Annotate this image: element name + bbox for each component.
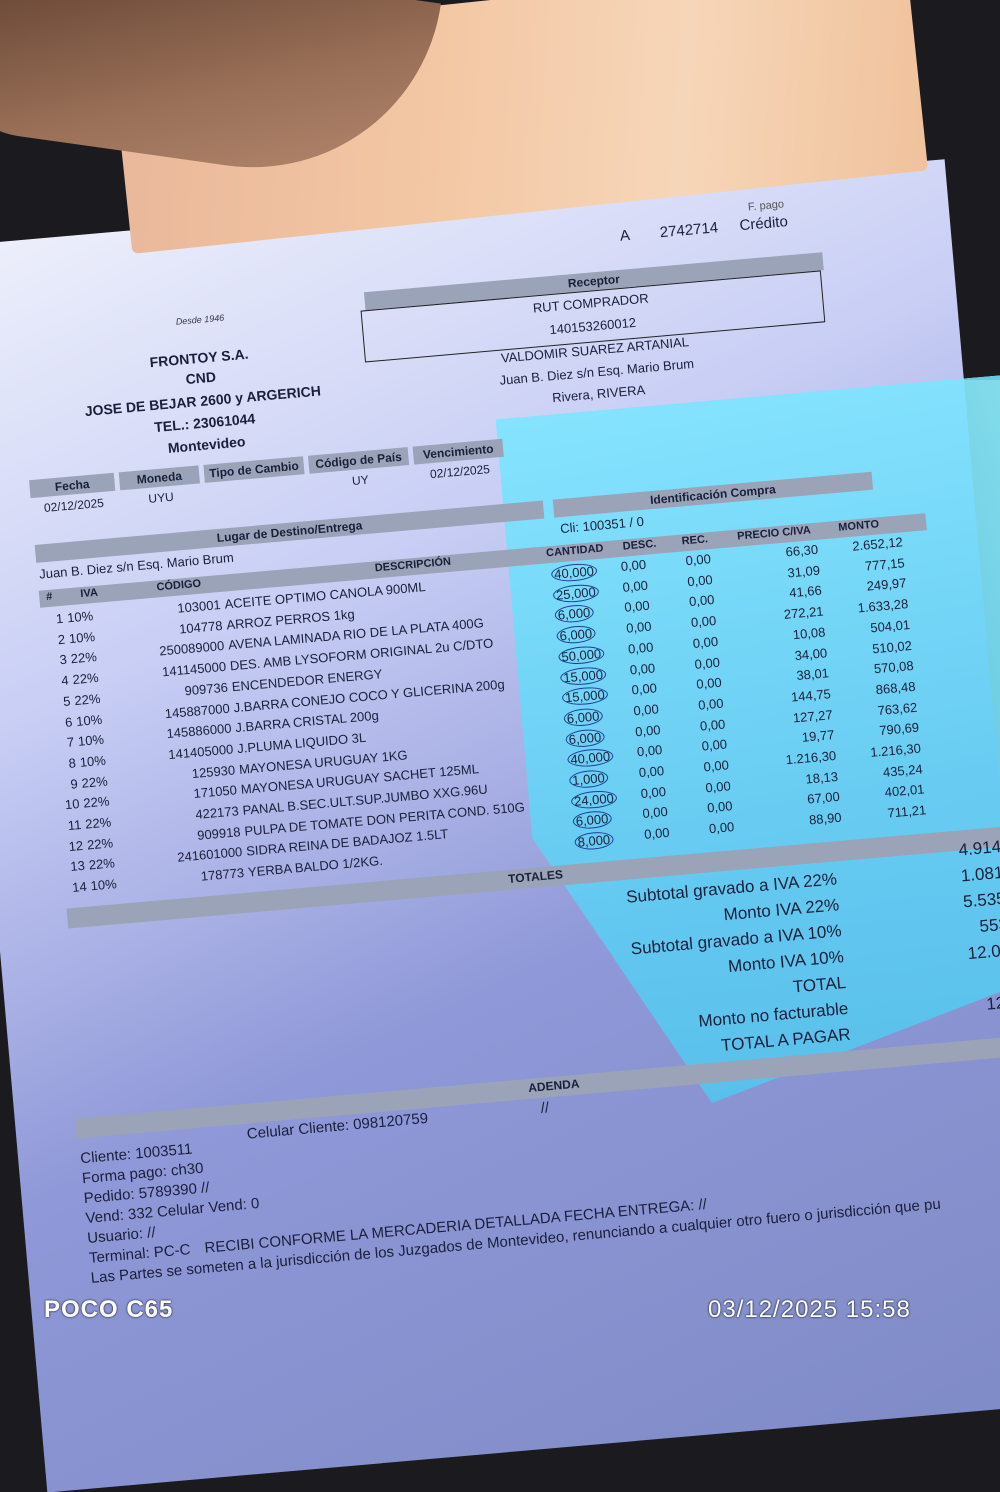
row-number: 7 xyxy=(66,734,75,751)
row-number: 5 xyxy=(62,693,72,709)
row-number: 6 xyxy=(64,713,73,730)
row-recargo: 0,00 xyxy=(706,798,734,816)
row-discount: 0,00 xyxy=(643,824,671,843)
row-recargo: 0,00 xyxy=(704,777,732,796)
row-recargo: 0,00 xyxy=(701,736,728,754)
row-number: 8 xyxy=(67,755,77,771)
invoice-series: A xyxy=(619,226,631,245)
row-iva: 10% xyxy=(89,876,118,894)
row-discount: 0,00 xyxy=(629,659,656,678)
camera-brand-watermark: POCO C65 xyxy=(44,1296,174,1323)
row-number: 11 xyxy=(67,816,82,834)
row-iva: 22% xyxy=(71,670,100,688)
row-number: 1 xyxy=(55,610,64,627)
row-recargo: 0,00 xyxy=(702,757,730,775)
row-iva: 22% xyxy=(82,793,111,811)
row-recargo: 0,00 xyxy=(693,654,721,672)
row-recargo: 0,00 xyxy=(686,571,714,589)
row-quantity: 8,000 xyxy=(573,830,614,852)
row-recargo: 0,00 xyxy=(688,592,716,610)
row-iva: 22% xyxy=(80,773,109,791)
row-number: 13 xyxy=(69,858,86,875)
row-discount: 0,00 xyxy=(623,598,651,616)
row-recargo: 0,00 xyxy=(690,612,717,631)
row-iva: 22% xyxy=(88,855,116,873)
row-quantity: 1,000 xyxy=(568,768,609,790)
row-recargo: 0,00 xyxy=(692,633,719,651)
row-number: 3 xyxy=(58,652,68,668)
row-quantity: 6,000 xyxy=(555,624,596,645)
adenda-separator: // xyxy=(540,1099,550,1117)
row-quantity: 6,000 xyxy=(572,810,613,831)
row-number: 2 xyxy=(57,631,66,647)
row-discount: 0,00 xyxy=(638,762,665,781)
row-iva: 10% xyxy=(75,711,103,729)
row-quantity: 6,000 xyxy=(554,603,595,625)
row-recargo: 0,00 xyxy=(699,716,726,734)
row-number: 12 xyxy=(67,837,84,854)
row-iva: 10% xyxy=(77,731,105,750)
row-discount: 0,00 xyxy=(641,804,669,822)
row-number: 10 xyxy=(64,796,81,813)
row-recargo: 0,00 xyxy=(695,674,723,692)
row-discount: 0,00 xyxy=(630,680,658,698)
row-discount: 0,00 xyxy=(636,742,663,760)
column-header: # xyxy=(45,590,53,604)
row-recargo: 0,00 xyxy=(708,819,735,837)
row-discount: 0,00 xyxy=(634,721,662,739)
row-iva: 22% xyxy=(84,814,112,832)
row-recargo: 0,00 xyxy=(697,695,725,713)
row-number: 4 xyxy=(60,672,70,689)
row-discount: 0,00 xyxy=(620,556,647,574)
row-iva: 22% xyxy=(70,649,98,667)
row-discount: 0,00 xyxy=(627,639,654,657)
row-discount: 0,00 xyxy=(640,783,667,801)
row-iva: 10% xyxy=(68,628,96,646)
row-number: 14 xyxy=(71,878,88,896)
row-discount: 0,00 xyxy=(621,577,649,595)
row-discount: 0,00 xyxy=(625,618,653,636)
row-quantity: 6,000 xyxy=(563,707,604,728)
row-iva: 10% xyxy=(66,608,94,626)
row-iva: 22% xyxy=(73,690,102,708)
row-number: 9 xyxy=(69,775,79,792)
row-iva: 10% xyxy=(79,752,107,770)
row-recargo: 0,00 xyxy=(684,551,712,569)
camera-timestamp: 03/12/2025 15:58 xyxy=(708,1296,911,1323)
row-iva: 22% xyxy=(86,834,114,853)
row-discount: 0,00 xyxy=(632,701,660,719)
